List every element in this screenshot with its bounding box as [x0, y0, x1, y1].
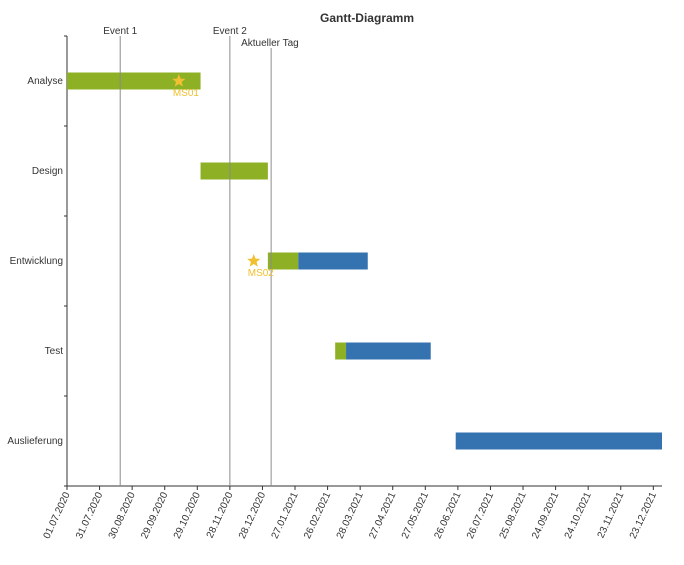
x-tick-label: 26.06.2021	[432, 490, 463, 540]
x-tick-label: 31.07.2020	[74, 490, 105, 540]
x-tick-label: 30.08.2020	[107, 490, 138, 540]
x-tick-label: 27.04.2021	[367, 490, 398, 540]
event-label-1: Event 1	[103, 26, 137, 37]
category-label-test: Test	[45, 346, 64, 357]
bar-completed-entwicklung	[267, 252, 299, 270]
x-tick-label: 26.07.2021	[465, 490, 496, 540]
event-label-2: Event 2	[213, 26, 247, 37]
milestone-star-icon-ms01	[172, 74, 186, 87]
x-tick-label: 23.12.2021	[628, 490, 659, 540]
x-tick-label: 23.11.2021	[596, 490, 627, 540]
bar-completed-analyse	[67, 72, 201, 90]
chart-title: Gantt-Diagramm	[320, 11, 414, 25]
category-label-entwicklung: Entwicklung	[10, 256, 63, 267]
bar-remaining-auslieferung	[455, 432, 662, 450]
x-tick-label: 28.03.2021	[335, 490, 366, 540]
milestone-star-icon-ms02	[247, 254, 261, 267]
x-tick-label: 28.12.2020	[237, 490, 268, 540]
x-tick-label: 29.09.2020	[139, 490, 170, 540]
category-label-analyse: Analyse	[27, 76, 63, 87]
category-label-design: Design	[32, 166, 63, 177]
bar-remaining-entwicklung	[298, 252, 368, 270]
x-tick-label: 29.10.2020	[172, 490, 203, 540]
x-tick-label: 01.07.2020	[42, 490, 73, 540]
x-tick-label: 26.02.2021	[302, 490, 333, 540]
bar-completed-test	[335, 342, 347, 360]
x-tick-label: 25.08.2021	[498, 490, 529, 540]
category-label-auslieferung: Auslieferung	[7, 436, 63, 447]
x-tick-label: 27.01.2021	[270, 490, 301, 540]
milestone-label-ms01: MS01	[173, 88, 200, 99]
bar-completed-design	[200, 162, 268, 180]
bar-remaining-test	[346, 342, 431, 360]
x-tick-label: 24.09.2021	[530, 490, 561, 540]
milestone-label-ms02: MS02	[248, 268, 275, 279]
x-tick-label: 24.10.2021	[563, 490, 594, 540]
today-label: Aktueller Tag	[241, 38, 299, 49]
x-tick-label: 28.11.2020	[205, 490, 236, 540]
x-tick-label: 27.05.2021	[400, 490, 431, 540]
